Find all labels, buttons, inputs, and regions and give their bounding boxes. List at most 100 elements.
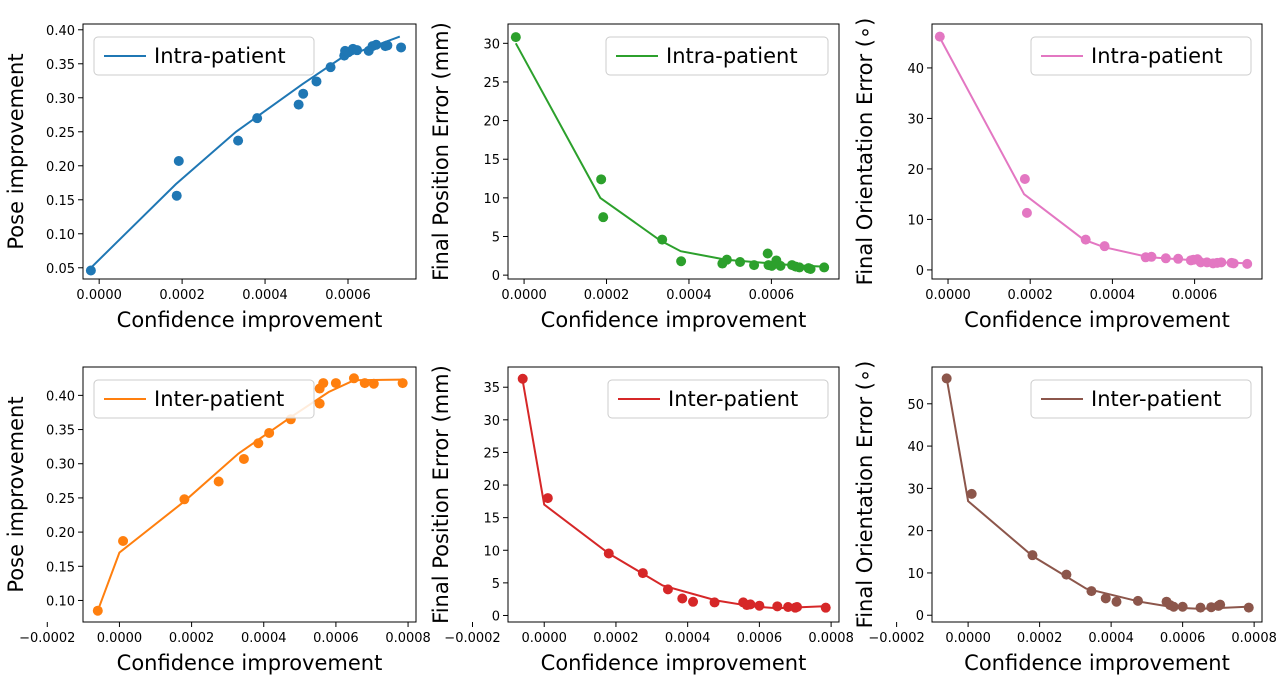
data-point — [794, 262, 805, 273]
x-tick-label: 0.0002 — [169, 631, 215, 646]
data-point — [721, 254, 732, 265]
panel-pose-intra: 0.0000 0.0002 0.0004 0.0006 0.05 0.10 0.15 0.20… — [4, 23, 417, 332]
x-tick-label: 0.0006 — [749, 288, 795, 303]
data-point — [542, 493, 553, 504]
data-point — [238, 453, 249, 464]
x-tick-label: 0.0000 — [97, 631, 143, 646]
x-tick-label: 0.0000 — [521, 631, 567, 646]
x-tick-label: 0.0002 — [159, 288, 205, 303]
data-point — [1216, 257, 1227, 268]
x-axis-label: Confidence improvement — [541, 651, 807, 675]
data-point — [792, 602, 803, 612]
legend: Intra-patient — [1030, 36, 1252, 76]
axes-frame — [507, 23, 840, 280]
data-point — [637, 568, 648, 579]
panel-pose-inter: −0.0002 0.0000 0.0002 0.0004 0.0006 0.0008 0.1… — [4, 366, 431, 675]
y-axis-label: Final Orientation Error (∘) — [853, 361, 877, 629]
legend: Inter-patient — [607, 379, 829, 419]
axes-frame — [82, 23, 417, 280]
data-point — [1132, 595, 1143, 606]
x-tick-label: 0.0004 — [1088, 631, 1134, 646]
data-point — [820, 602, 831, 613]
legend-label: Intra-patient — [666, 44, 798, 68]
data-point — [314, 398, 325, 409]
data-point — [735, 257, 746, 267]
y-tick-label: 0 — [492, 609, 500, 624]
x-axis-label: Confidence improvement — [541, 308, 807, 332]
y-axis-label: Pose improvement — [4, 53, 28, 249]
axes-frame — [507, 366, 840, 623]
x-axis-label: Confidence improvement — [117, 308, 383, 332]
data-point — [805, 263, 816, 274]
data-point — [966, 488, 977, 499]
data-point — [92, 605, 103, 616]
legend-box — [1030, 36, 1252, 76]
x-axis-label: Confidence improvement — [964, 308, 1230, 332]
panel-position-intra: 0.0000 0.0002 0.0004 0.0006 0 5 10 15 20 25 30 Conf… — [429, 22, 840, 332]
x-tick-label: 0.0002 — [584, 288, 630, 303]
x-tick-label: 0.0000 — [76, 288, 122, 303]
x-tick-label: 0.0004 — [1090, 288, 1136, 303]
legend-label: Intra-patient — [1091, 44, 1223, 68]
x-tick-label: 0.0002 — [1007, 288, 1053, 303]
x-tick-label: −0.0002 — [444, 631, 500, 646]
x-tick-label: 0.0006 — [1172, 288, 1218, 303]
y-tick-label: 0.10 — [46, 594, 75, 609]
data-point — [1160, 253, 1171, 264]
data-point — [745, 599, 756, 610]
x-tick-label: 0.0008 — [1231, 631, 1277, 646]
legend-box — [607, 379, 829, 419]
x-axis-label: Confidence improvement — [117, 651, 383, 675]
y-tick-label: 0.10 — [46, 228, 75, 243]
data-point — [1146, 251, 1157, 262]
legend-label: Intra-patient — [154, 44, 286, 68]
data-point — [603, 548, 614, 559]
data-point — [596, 174, 607, 185]
data-point — [264, 427, 275, 438]
data-point — [293, 99, 304, 110]
y-tick-label: 10 — [907, 567, 924, 582]
legend-label: Inter-patient — [154, 387, 284, 411]
y-tick-label: 0.25 — [46, 492, 75, 507]
data-point — [1086, 586, 1097, 597]
legend: Inter-patient — [1030, 379, 1252, 419]
y-tick-label: 0 — [492, 269, 500, 284]
x-tick-label: 0.0008 — [385, 631, 431, 646]
data-point — [1111, 596, 1122, 607]
y-tick-label: 0.20 — [46, 160, 75, 175]
axes-frame — [931, 23, 1263, 280]
x-tick-label: 0.0004 — [241, 631, 287, 646]
data-point — [352, 45, 363, 56]
y-tick-label: 20 — [483, 479, 500, 494]
data-point — [1228, 258, 1239, 269]
data-point — [677, 593, 688, 604]
y-tick-label: 25 — [483, 76, 500, 91]
data-point — [1195, 602, 1206, 613]
data-point — [371, 39, 382, 50]
data-point — [318, 378, 329, 389]
y-tick-label: 35 — [483, 381, 500, 396]
data-point — [819, 262, 830, 273]
y-tick-label: 5 — [492, 577, 500, 592]
y-tick-label: 0.25 — [46, 126, 75, 141]
data-point — [762, 248, 773, 259]
data-point — [1099, 241, 1110, 252]
data-point — [709, 597, 720, 608]
data-point — [179, 494, 190, 505]
y-tick-label: 20 — [907, 525, 924, 540]
x-tick-label: 0.0004 — [242, 288, 288, 303]
x-tick-label: 0.0000 — [501, 288, 547, 303]
y-tick-label: 0 — [916, 609, 924, 624]
y-tick-label: 25 — [483, 446, 500, 461]
data-point — [676, 256, 687, 267]
panel-position-inter: −0.0002 0.0000 0.0002 0.0004 0.0006 0.0008 0 5 1… — [429, 365, 854, 675]
axes-frame — [82, 366, 417, 623]
y-tick-label: 30 — [483, 37, 500, 52]
legend-label: Inter-patient — [668, 387, 798, 411]
data-point — [368, 378, 379, 389]
data-point — [311, 76, 322, 87]
data-point — [662, 584, 673, 595]
y-axis-label: Final Position Error (mm) — [429, 365, 453, 624]
data-point — [325, 62, 336, 73]
